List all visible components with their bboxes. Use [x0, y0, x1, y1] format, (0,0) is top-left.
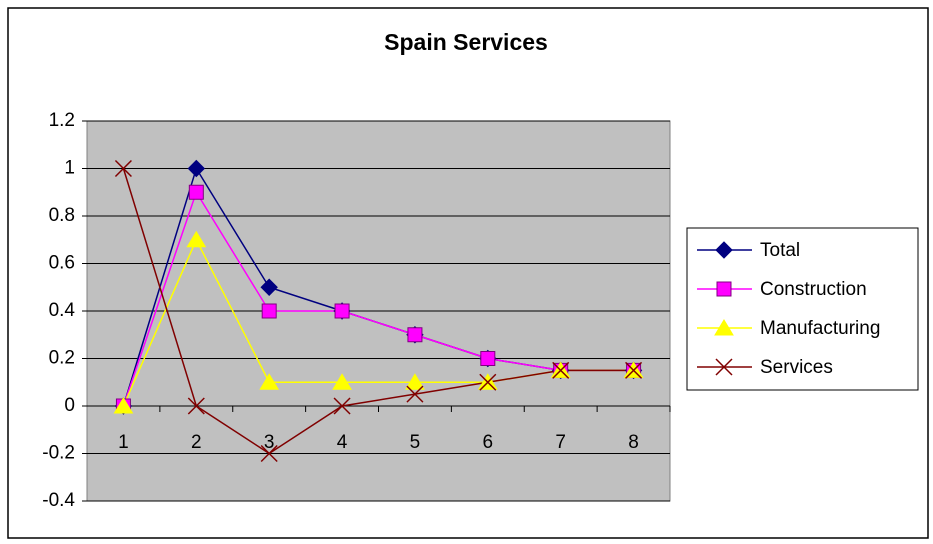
- marker: [715, 358, 733, 376]
- x-tick-label: 8: [628, 432, 639, 453]
- marker: [625, 361, 643, 379]
- y-tick-label: 0.4: [49, 300, 76, 321]
- marker: [188, 184, 204, 200]
- x-tick-label: 5: [410, 432, 421, 453]
- marker: [261, 303, 277, 319]
- marker: [260, 278, 278, 296]
- marker: [714, 319, 734, 336]
- marker: [186, 230, 207, 248]
- x-tick-label: 1: [118, 432, 129, 453]
- y-tick-label: 0: [64, 395, 75, 416]
- marker: [260, 444, 278, 463]
- marker: [405, 373, 425, 390]
- marker: [259, 373, 280, 390]
- legend-label: Construction: [760, 279, 867, 300]
- marker: [552, 361, 570, 379]
- marker: [406, 385, 424, 403]
- legend-label: Services: [760, 357, 833, 378]
- y-tick-label: 0.6: [49, 253, 75, 274]
- legend-label: Manufacturing: [760, 318, 880, 339]
- marker: [480, 351, 496, 366]
- y-tick-label: -0.2: [42, 443, 75, 464]
- marker: [114, 159, 132, 178]
- marker: [407, 327, 423, 343]
- x-tick-label: 3: [264, 432, 275, 453]
- x-tick-label: 6: [483, 432, 494, 453]
- marker: [715, 241, 733, 259]
- y-tick-label: 1.2: [49, 110, 75, 131]
- marker: [332, 373, 352, 390]
- marker: [334, 303, 350, 319]
- x-tick-label: 2: [191, 432, 202, 453]
- marker: [187, 159, 206, 178]
- x-tick-label: 4: [337, 432, 348, 453]
- marker: [113, 397, 134, 414]
- y-tick-label: 1: [64, 158, 75, 179]
- series-line: [122, 190, 634, 407]
- y-tick-label: -0.4: [42, 490, 75, 511]
- marker: [187, 397, 205, 415]
- chart-title: Spain Services: [384, 29, 548, 55]
- legend-label: Total: [760, 240, 800, 261]
- marker: [333, 397, 351, 415]
- marker: [479, 373, 497, 391]
- x-tick-label: 7: [555, 432, 566, 453]
- series-line: [122, 168, 634, 455]
- marker: [716, 281, 732, 297]
- y-tick-label: 0.2: [49, 348, 75, 369]
- y-tick-label: 0.8: [49, 205, 75, 226]
